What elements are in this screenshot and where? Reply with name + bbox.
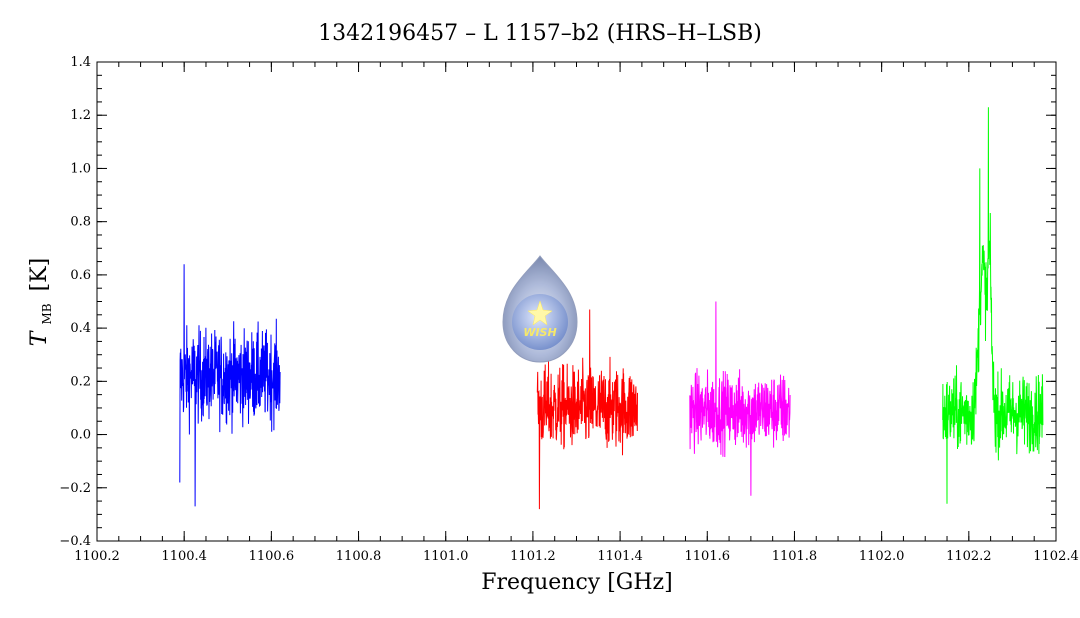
chart-title: 1342196457 – L 1157–b2 (HRS–H–LSB) [318,21,762,46]
x-tick-label: 1100.2 [74,549,120,564]
y-tick-label: 1.4 [70,55,91,70]
y-tick-label: 0.6 [70,268,91,283]
plot-frame [96,61,1057,542]
y-tick-label: 1.2 [70,108,91,123]
x-tick-label: 1100.4 [161,549,207,564]
star-icon [527,300,553,326]
y-axis-label-subscript: MB [40,303,54,324]
x-tick-label: 1100.8 [336,549,382,564]
series-line-3 [689,301,791,496]
wish-logo: WISH [502,255,578,363]
x-tick-label: 1101.8 [772,549,818,564]
series-line-4 [942,107,1044,504]
series-line-2 [536,309,638,510]
x-tick-label: 1102.2 [946,549,992,564]
y-axis-label-symbol: T [27,329,52,346]
y-tick-label: −0.4 [59,534,91,549]
series-line-1 [179,264,281,507]
x-tick-label: 1101.6 [685,549,731,564]
y-tick-label: 1.0 [70,161,91,176]
x-tick-label: 1100.6 [249,549,295,564]
y-axis-label-unit: [K] [27,258,52,292]
y-tick-label: 0.8 [70,215,91,230]
y-tick-label: 0.4 [70,321,91,336]
x-tick-label: 1101.0 [423,549,469,564]
ticks-layer: 1100.2 1100.4 1100.6 1100.8 1101.0 1101.2 1101… [59,55,1078,564]
globe-icon [512,294,568,350]
series-layer [179,107,1044,510]
x-tick-label: 1101.4 [597,549,643,564]
y-tick-label: −0.2 [59,481,91,496]
y-axis-label: T MB [K] [27,258,57,346]
y-tick-label: 0.2 [70,374,91,389]
x-tick-label: 1101.2 [510,549,556,564]
x-axis-label: Frequency [GHz] [481,570,673,595]
plot-area: 1100.2 1100.4 1100.6 1100.8 1101.0 1101.2 1101… [59,55,1078,564]
x-tick-label: 1102.0 [859,549,905,564]
x-tick-label: 1102.4 [1033,549,1079,564]
logo-text: WISH [523,326,556,339]
y-tick-label: 0.0 [70,428,91,443]
